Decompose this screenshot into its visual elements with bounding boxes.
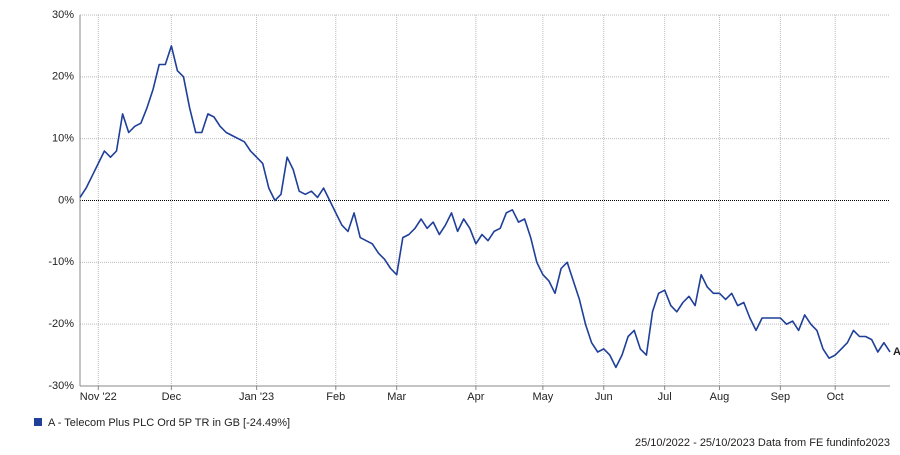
y-tick-label: 20% — [52, 71, 74, 83]
footer: 25/10/2022 - 25/10/2023 Data from FE fun… — [635, 437, 890, 449]
x-tick-label: May — [532, 391, 553, 403]
x-tick-label: Dec — [162, 391, 182, 403]
legend-label: A - Telecom Plus PLC Ord 5P TR in GB [-2… — [48, 417, 290, 429]
x-tick-label: Jan '23 — [239, 391, 274, 403]
x-tick-label: Jun — [595, 391, 613, 403]
x-tick-label: Sep — [771, 391, 791, 403]
x-tick-label: Mar — [387, 391, 406, 403]
x-tick-label: Nov '22 — [80, 391, 117, 403]
x-tick-label: Jul — [658, 391, 672, 403]
y-tick-label: 30% — [52, 9, 74, 21]
legend-swatch — [34, 418, 42, 426]
y-tick-label: 0% — [58, 194, 74, 206]
x-tick-label: Apr — [467, 391, 484, 403]
end-label: A — [893, 346, 900, 358]
y-tick-label: -20% — [48, 318, 74, 330]
x-tick-label: Oct — [827, 391, 844, 403]
series-line — [79, 45, 891, 369]
x-tick-label: Aug — [710, 391, 730, 403]
x-tick-label: Feb — [326, 391, 345, 403]
y-tick-label: -30% — [48, 380, 74, 392]
y-tick-label: -10% — [48, 256, 74, 268]
y-tick-label: 10% — [52, 133, 74, 145]
